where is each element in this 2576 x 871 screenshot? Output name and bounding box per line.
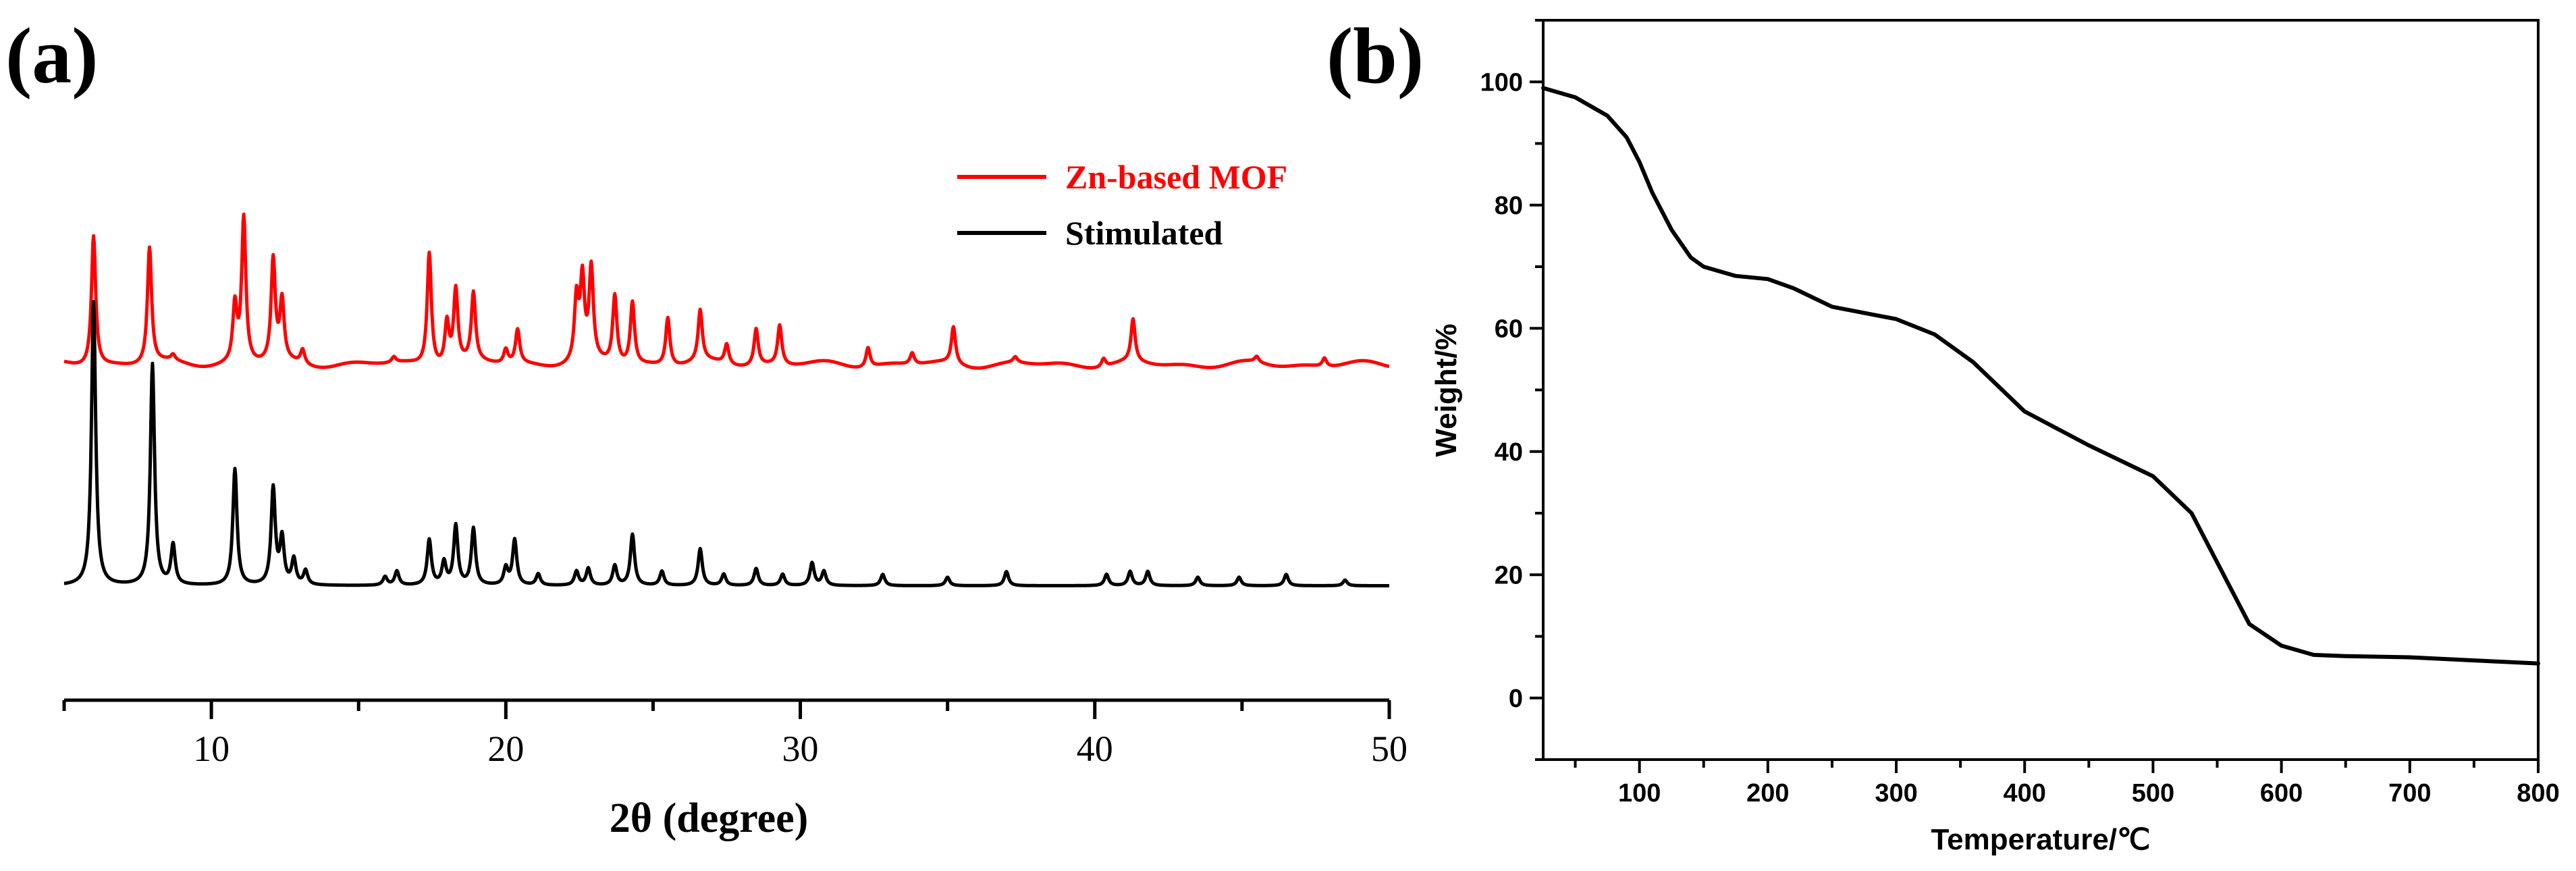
chart-b-ticks xyxy=(1530,19,2540,773)
x-tick-label: 800 xyxy=(2517,779,2559,808)
chart-b: 100 200 300 400 500 600 700 800 0 20 40 60 80 100 Tem… xyxy=(1430,19,2560,856)
chart-b-x-axis-label: Temperature/℃ xyxy=(1931,823,2151,856)
series-line-zn-mof xyxy=(63,212,1391,370)
chart-a-x-ticks xyxy=(62,700,1391,719)
y-tick-label: 80 xyxy=(1495,192,1523,220)
chart-b-y-axis-label: Weight/% xyxy=(1430,323,1463,456)
x-tick-label: 200 xyxy=(1746,779,1789,808)
chart-a-x-tick-labels: 10 20 30 40 50 xyxy=(193,729,1407,769)
chart-a-legend: Zn-based MOF Stimulated xyxy=(957,158,1287,252)
panel-label-b: (b) xyxy=(1326,11,1424,100)
legend-label-zn-mof: Zn-based MOF xyxy=(1065,158,1287,196)
series-line-stimulated xyxy=(63,300,1391,587)
y-tick-label: 40 xyxy=(1495,438,1523,467)
chart-a-series-group xyxy=(63,212,1391,587)
x-tick-label: 600 xyxy=(2260,779,2303,808)
x-tick-label: 100 xyxy=(1618,779,1661,808)
x-tick-label: 700 xyxy=(2388,779,2431,808)
x-tick-label: 500 xyxy=(2132,779,2174,808)
x-tick-label: 30 xyxy=(782,729,819,769)
x-tick-label: 20 xyxy=(487,729,524,769)
x-tick-label: 50 xyxy=(1371,729,1407,769)
y-tick-label: 0 xyxy=(1509,685,1523,713)
chart-a: 10 20 30 40 50 2θ (degree) Zn-based MOF Stim… xyxy=(62,158,1407,841)
panel-label-a: (a) xyxy=(5,11,99,100)
y-tick-label: 100 xyxy=(1480,68,1523,97)
x-tick-label: 400 xyxy=(2004,779,2046,808)
chart-b-tick-labels: 100 200 300 400 500 600 700 800 0 20 40 60 80 100 xyxy=(1480,68,2560,808)
chart-b-plot-frame xyxy=(1542,19,2540,761)
chart-a-x-axis-label: 2θ (degree) xyxy=(610,795,809,841)
y-tick-label: 60 xyxy=(1495,315,1523,343)
x-tick-label: 10 xyxy=(193,729,230,769)
x-tick-label: 40 xyxy=(1077,729,1113,769)
chart-b-series-group xyxy=(1541,86,2540,666)
y-tick-label: 20 xyxy=(1495,561,1523,589)
legend-label-stimulated: Stimulated xyxy=(1065,214,1223,252)
x-tick-label: 300 xyxy=(1875,779,1917,808)
series-line-weight xyxy=(1541,86,2540,666)
